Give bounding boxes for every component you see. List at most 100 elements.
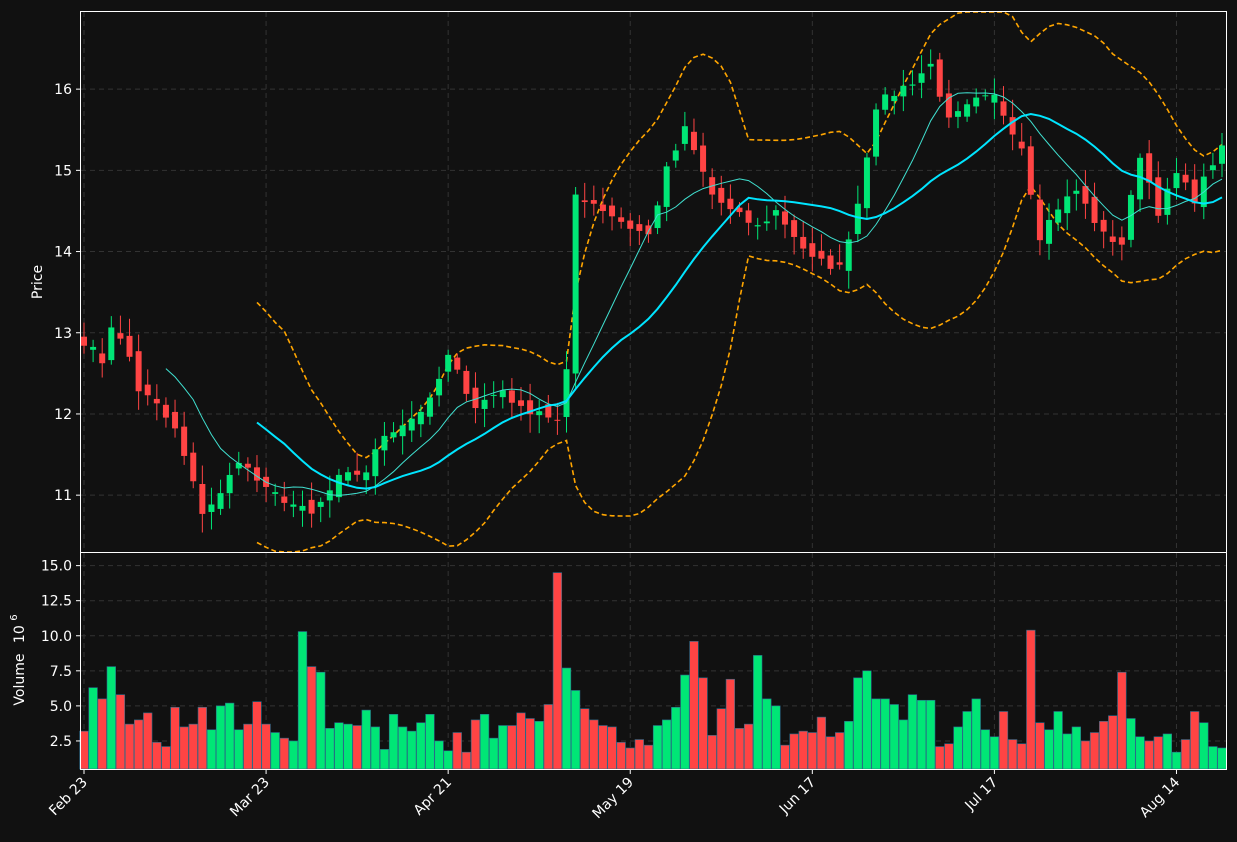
candle-45 xyxy=(490,381,497,408)
volume-bar-78 xyxy=(789,733,799,770)
candle-body-125 xyxy=(1219,145,1225,164)
candle-55 xyxy=(581,182,588,218)
volume-bar-94 xyxy=(935,746,945,770)
candle-91 xyxy=(909,70,916,96)
candle-51 xyxy=(545,394,552,423)
candle-4 xyxy=(117,315,124,345)
volume-bar-38 xyxy=(425,713,435,770)
candle-body-108 xyxy=(1064,196,1071,214)
candle-body-106 xyxy=(1046,219,1053,244)
volume-bar-106 xyxy=(1044,729,1054,770)
volume-bar-93 xyxy=(926,699,936,770)
volume-bar-73 xyxy=(743,723,754,770)
price-tick-label-3: 14 xyxy=(54,245,72,261)
volume-bar-75 xyxy=(762,698,772,770)
candle-body-58 xyxy=(609,205,616,217)
volume-bar-19 xyxy=(252,701,262,770)
candle-79 xyxy=(800,220,807,259)
volume-tick-label-5: 15.0 xyxy=(41,559,72,575)
candle-114 xyxy=(1118,226,1125,261)
volume-tick-label-3: 10.0 xyxy=(41,629,72,645)
bollinger-bands xyxy=(256,11,1223,553)
candle-93 xyxy=(927,49,934,80)
candle-94 xyxy=(936,52,943,102)
candle-122 xyxy=(1191,164,1198,212)
candle-77 xyxy=(782,195,789,239)
candle-body-17 xyxy=(235,462,242,469)
volume-bar-16 xyxy=(225,702,235,770)
candle-body-30 xyxy=(354,470,361,475)
candle-22 xyxy=(281,481,288,512)
volume-bar-91 xyxy=(907,694,918,770)
candle-body-114 xyxy=(1118,237,1125,245)
candle-body-67 xyxy=(690,131,697,151)
volume-bar-23 xyxy=(288,740,299,770)
candle-28 xyxy=(335,468,342,503)
candle-body-22 xyxy=(281,496,288,503)
candle-120 xyxy=(1173,158,1180,200)
volume-bar-17 xyxy=(234,729,244,770)
candle-89 xyxy=(891,90,898,115)
volume-bar-105 xyxy=(1035,722,1045,770)
candle-body-13 xyxy=(199,483,206,514)
candle-39 xyxy=(436,366,443,407)
candle-15 xyxy=(217,479,224,515)
candle-82 xyxy=(827,249,834,275)
candle-10 xyxy=(172,399,179,438)
volume-bar-1 xyxy=(88,687,98,770)
candle-body-42 xyxy=(463,370,470,394)
candle-body-52 xyxy=(554,419,561,421)
volume-bar-10 xyxy=(170,706,180,770)
volume-bar-30 xyxy=(352,725,362,770)
volume-bar-60 xyxy=(625,747,635,770)
volume-bar-57 xyxy=(598,725,608,770)
candle-body-109 xyxy=(1073,190,1080,194)
volume-bar-102 xyxy=(1007,739,1018,770)
volume-bar-34 xyxy=(388,713,399,770)
candle-body-120 xyxy=(1173,173,1180,189)
candle-14 xyxy=(208,487,215,530)
candle-body-41 xyxy=(454,357,461,370)
candle-body-101 xyxy=(1000,101,1007,116)
volume-bar-43 xyxy=(470,719,481,770)
candle-body-79 xyxy=(800,236,807,249)
volume-bar-36 xyxy=(407,730,417,770)
candle-body-25 xyxy=(308,499,315,514)
candle-body-19 xyxy=(253,467,260,481)
volume-bar-95 xyxy=(944,743,954,770)
candle-body-76 xyxy=(772,210,779,216)
candle-body-11 xyxy=(181,426,188,456)
candle-body-72 xyxy=(736,207,743,213)
candle-66 xyxy=(681,111,688,151)
candle-body-53 xyxy=(563,369,570,417)
volume-panel-frame xyxy=(80,552,1227,770)
volume-axis-label: Volume 10 6 xyxy=(9,614,28,705)
candle-95 xyxy=(945,79,952,128)
candle-body-5 xyxy=(126,335,133,357)
price-y-ticks: 11 12 13 14 15 16 xyxy=(54,82,81,504)
candle-103 xyxy=(1018,123,1025,156)
candle-body-119 xyxy=(1164,188,1171,215)
candle-body-55 xyxy=(581,200,588,203)
candle-body-4 xyxy=(117,333,124,339)
volume-bar-76 xyxy=(771,705,781,770)
candle-body-45 xyxy=(490,394,497,396)
candle-36 xyxy=(408,401,415,442)
volume-bar-119 xyxy=(1162,733,1173,770)
candle-body-7 xyxy=(144,384,151,396)
candle-102 xyxy=(1009,99,1016,151)
candle-67 xyxy=(690,118,697,155)
candle-124 xyxy=(1209,152,1216,179)
candle-body-82 xyxy=(827,255,834,269)
volume-bar-85 xyxy=(853,677,863,770)
volume-bar-72 xyxy=(734,728,745,770)
volume-bar-96 xyxy=(953,726,963,770)
moving-averages xyxy=(165,92,1223,496)
candle-80 xyxy=(809,227,816,272)
volume-bar-31 xyxy=(361,709,371,770)
long-moving-average-line xyxy=(256,112,1223,490)
candle-body-26 xyxy=(317,501,324,507)
volume-bar-118 xyxy=(1153,736,1163,770)
volume-bar-79 xyxy=(798,730,808,770)
candle-27 xyxy=(326,475,333,518)
